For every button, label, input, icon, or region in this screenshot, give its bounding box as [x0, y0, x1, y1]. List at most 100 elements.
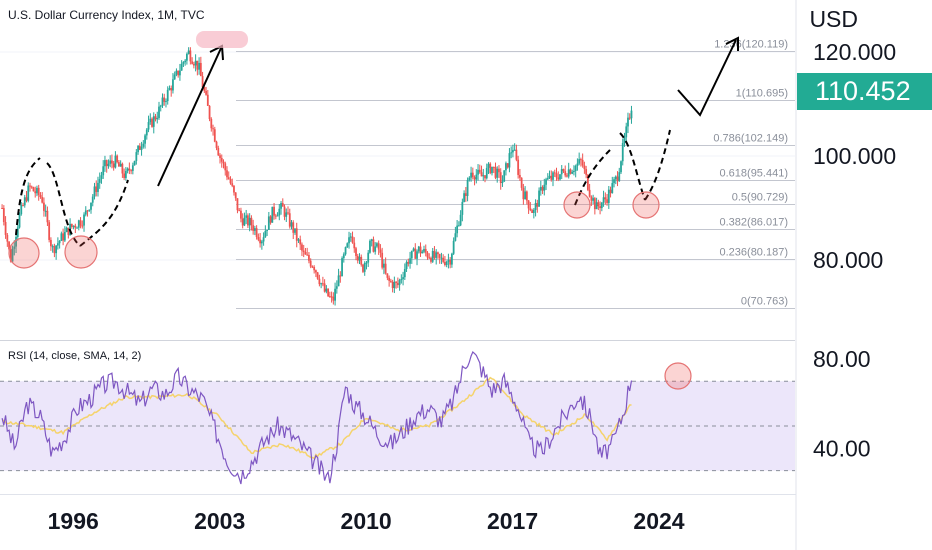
candle-body: [325, 288, 328, 292]
candle-body: [499, 172, 502, 184]
candle-body: [457, 225, 460, 227]
candle-body: [330, 296, 333, 298]
candle-body: [262, 237, 265, 242]
candle-body: [417, 246, 420, 252]
candle-body: [65, 227, 68, 232]
candle-body: [567, 169, 570, 177]
candle-body: [592, 198, 595, 201]
candle-body: [409, 258, 411, 264]
candle-body: [515, 149, 518, 160]
candle-body: [140, 146, 143, 150]
candle-body: [337, 275, 340, 287]
candle-body: [88, 209, 91, 211]
candle-body: [299, 239, 302, 245]
candle-body: [531, 210, 533, 213]
fib-level-label: 0.236(80.187): [720, 247, 789, 259]
candle-body: [400, 279, 403, 281]
candle-body: [569, 169, 572, 174]
candle-body: [274, 215, 277, 217]
candle-body: [189, 50, 192, 62]
candle-body: [46, 210, 49, 223]
candle-body: [283, 206, 286, 217]
candle-body: [187, 50, 190, 54]
candle-body: [578, 159, 581, 164]
bottom-highlight-circle: [8, 237, 40, 269]
candle-body: [281, 203, 284, 207]
candle-body: [595, 202, 598, 210]
candle-body: [297, 239, 300, 241]
candle-body: [546, 178, 549, 180]
time-axis: 1996 2003 2010 2017 2024: [48, 508, 685, 534]
candle-body: [424, 249, 427, 253]
candle-body: [351, 236, 354, 243]
candle-body: [133, 160, 136, 166]
candle-body: [356, 255, 359, 261]
candle-body: [231, 183, 234, 186]
candle-body: [346, 243, 349, 248]
candle-body: [332, 296, 335, 301]
candle-body: [20, 205, 23, 215]
time-axis-label: 2003: [194, 508, 245, 534]
candle-body: [63, 231, 66, 241]
candle-body: [253, 228, 256, 231]
candle-body: [288, 213, 291, 227]
candle-body: [86, 210, 89, 212]
candle-body: [580, 159, 582, 161]
candle-body: [496, 168, 499, 178]
candle-body: [220, 157, 223, 162]
candle-body: [23, 197, 26, 206]
fibonacci-levels: 0(70.763) 0.236(80.187) 0.382(86.017) 0.5(9…: [236, 39, 795, 309]
candle-body: [416, 251, 418, 259]
candle-body: [403, 269, 406, 278]
trend-arrow-line: [157, 45, 223, 187]
candle-body: [604, 197, 607, 200]
candle-body: [348, 237, 350, 244]
candle-body: [553, 172, 556, 174]
candle-body: [543, 184, 546, 191]
candle-body: [130, 170, 133, 172]
candle-body: [201, 76, 204, 88]
candle-body: [376, 243, 378, 247]
candle-body: [114, 155, 117, 168]
candle-body: [151, 118, 153, 127]
dashed-trend-curve: [15, 157, 41, 236]
candle-body: [435, 252, 438, 258]
candle-body: [137, 145, 139, 153]
candle-body: [269, 216, 272, 223]
candle-body: [327, 288, 330, 297]
candle-body: [433, 250, 436, 258]
candle-body: [402, 277, 404, 280]
candle-body: [506, 163, 509, 168]
candle-body: [111, 160, 113, 164]
candle-body: [395, 281, 398, 283]
candle-body: [138, 145, 141, 150]
fib-level-label: 0.786(102.149): [713, 133, 788, 145]
currency-label: USD: [809, 6, 858, 32]
candle-body: [273, 206, 275, 216]
candle-body: [430, 258, 432, 262]
candle-body: [105, 160, 108, 167]
candle-body: [412, 248, 415, 251]
candle-body: [50, 239, 52, 247]
candle-body: [79, 220, 82, 226]
candle-body: [355, 248, 357, 256]
candle-body: [238, 210, 241, 212]
candle-body: [597, 202, 600, 207]
candle-body: [166, 89, 169, 102]
candle-body: [196, 60, 199, 70]
candle-body: [353, 242, 356, 249]
candle-body: [266, 229, 268, 231]
last-price-tag[interactable]: 110.452: [797, 73, 932, 110]
candle-body: [564, 171, 567, 176]
candle-body: [95, 186, 98, 192]
candle-body: [158, 106, 160, 118]
candle-body: [233, 185, 235, 193]
candle-body: [536, 203, 539, 207]
candle-body: [484, 175, 486, 179]
candle-body: [461, 201, 464, 215]
candle-body: [538, 190, 540, 207]
candle-body: [344, 247, 347, 255]
candle-body: [280, 203, 282, 209]
candle-body: [475, 174, 478, 180]
candle-body: [294, 228, 296, 233]
